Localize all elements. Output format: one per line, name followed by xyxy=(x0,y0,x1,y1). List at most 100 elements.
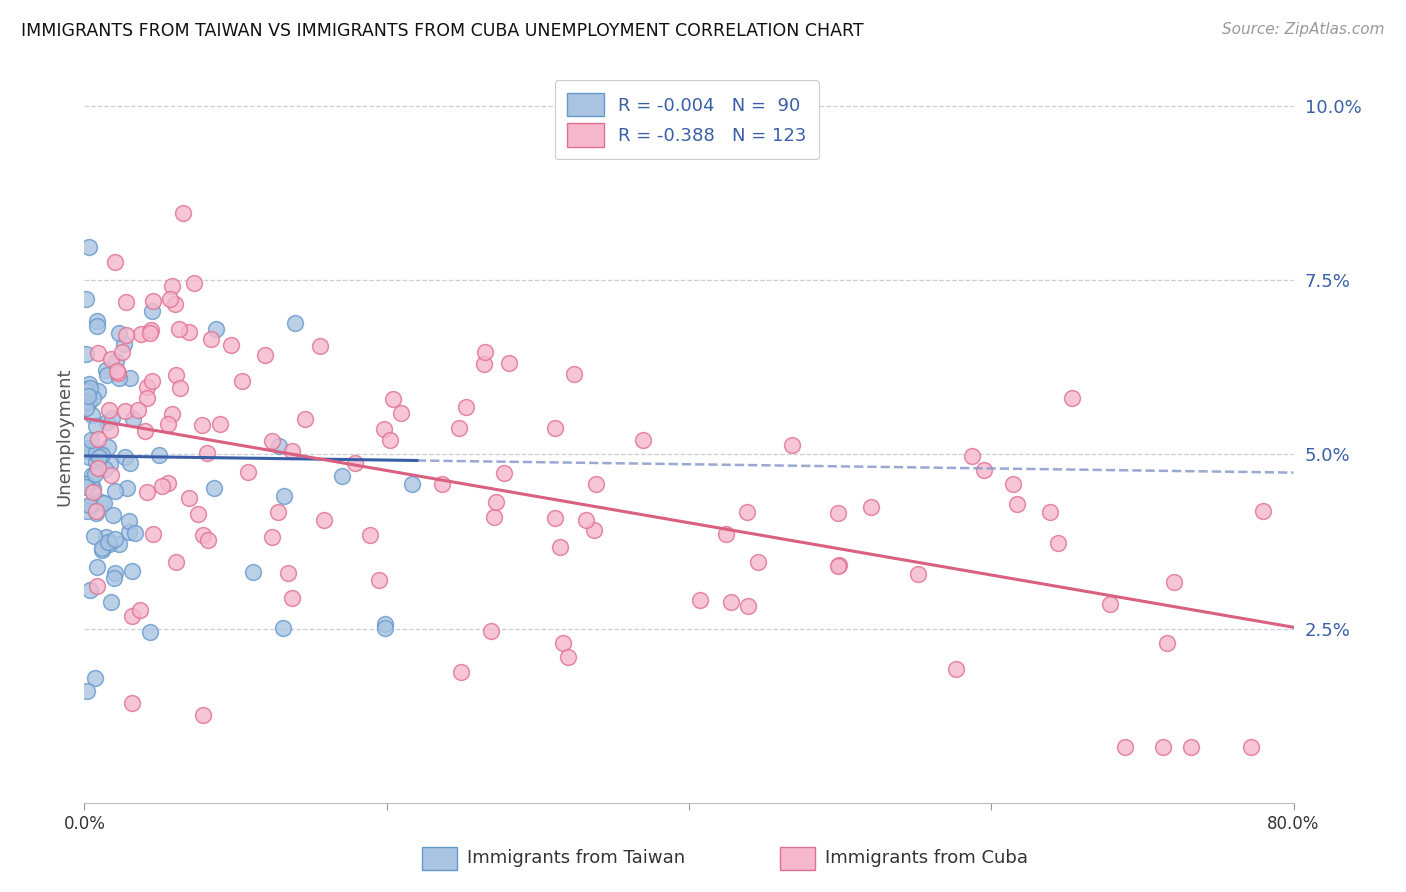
Point xyxy=(238,465,260,479)
Point xyxy=(631,433,654,447)
Point xyxy=(108,326,131,340)
Point xyxy=(1062,392,1084,406)
Point xyxy=(945,662,967,676)
Point xyxy=(84,503,107,517)
Point xyxy=(187,507,209,521)
Point xyxy=(1005,498,1028,512)
Point xyxy=(82,481,104,495)
Point xyxy=(167,322,190,336)
Point xyxy=(271,622,294,636)
Point xyxy=(103,508,125,522)
Point xyxy=(169,381,191,395)
Point xyxy=(79,498,101,512)
Point xyxy=(87,346,110,360)
Point xyxy=(747,555,769,569)
Point xyxy=(1038,505,1060,519)
Point xyxy=(90,445,112,459)
Point xyxy=(262,530,284,544)
Point xyxy=(75,477,97,491)
Point xyxy=(827,506,849,520)
Point xyxy=(84,467,107,482)
Point xyxy=(136,391,159,405)
Point xyxy=(100,352,122,367)
Point xyxy=(380,433,402,447)
Point xyxy=(280,444,302,458)
Point xyxy=(479,624,502,639)
Point xyxy=(84,418,107,433)
Point xyxy=(827,558,849,573)
Point xyxy=(200,332,222,346)
Point xyxy=(104,532,127,546)
Point xyxy=(474,357,496,371)
Point xyxy=(197,533,219,548)
Point xyxy=(1156,636,1178,650)
Point xyxy=(142,293,165,308)
Point xyxy=(76,441,98,455)
Point xyxy=(260,434,283,448)
Point xyxy=(75,383,97,397)
Point xyxy=(373,422,395,436)
Point xyxy=(720,595,742,609)
Point xyxy=(121,564,143,578)
Point xyxy=(77,389,100,403)
Point xyxy=(359,528,381,542)
Point xyxy=(689,593,711,607)
Point xyxy=(482,510,505,524)
Point xyxy=(374,616,396,631)
Point xyxy=(177,325,200,339)
Point xyxy=(103,571,125,585)
Point xyxy=(1099,598,1122,612)
Point xyxy=(716,527,738,541)
Point xyxy=(98,537,121,551)
Point xyxy=(76,504,98,518)
Point xyxy=(79,582,101,597)
Point xyxy=(104,566,127,580)
Point xyxy=(79,380,101,394)
Point xyxy=(82,485,104,500)
Point xyxy=(114,450,136,465)
Point xyxy=(75,346,97,360)
Text: Source: ZipAtlas.com: Source: ZipAtlas.com xyxy=(1222,22,1385,37)
Point xyxy=(90,542,112,557)
Point xyxy=(104,483,127,498)
Point xyxy=(160,279,183,293)
Point xyxy=(122,411,145,425)
Point xyxy=(374,621,396,635)
Point xyxy=(165,368,187,383)
Point xyxy=(120,456,142,470)
Point xyxy=(124,525,146,540)
Point xyxy=(141,304,163,318)
Point xyxy=(100,595,122,609)
Point xyxy=(273,489,295,503)
Text: Immigrants from Taiwan: Immigrants from Taiwan xyxy=(467,849,685,867)
Point xyxy=(127,402,149,417)
Point xyxy=(86,319,108,334)
Point xyxy=(108,537,131,551)
Point xyxy=(121,697,143,711)
Point xyxy=(98,403,121,417)
Point xyxy=(735,505,758,519)
Point xyxy=(575,512,598,526)
Point xyxy=(294,412,316,426)
Point xyxy=(254,348,277,362)
Point xyxy=(76,684,98,698)
Point xyxy=(208,417,231,431)
Point xyxy=(183,277,205,291)
Point xyxy=(737,599,759,613)
Point xyxy=(87,432,110,446)
Point xyxy=(97,440,120,454)
Point xyxy=(142,526,165,541)
Point xyxy=(105,364,128,378)
Point xyxy=(141,323,163,337)
Point xyxy=(75,443,97,458)
Point xyxy=(121,609,143,624)
Point xyxy=(585,476,607,491)
Point xyxy=(454,400,477,414)
Point xyxy=(267,505,290,519)
Point xyxy=(93,496,115,510)
Point xyxy=(111,344,134,359)
Point xyxy=(219,338,242,352)
Point xyxy=(141,374,163,388)
Point xyxy=(87,384,110,399)
Point xyxy=(91,541,114,555)
